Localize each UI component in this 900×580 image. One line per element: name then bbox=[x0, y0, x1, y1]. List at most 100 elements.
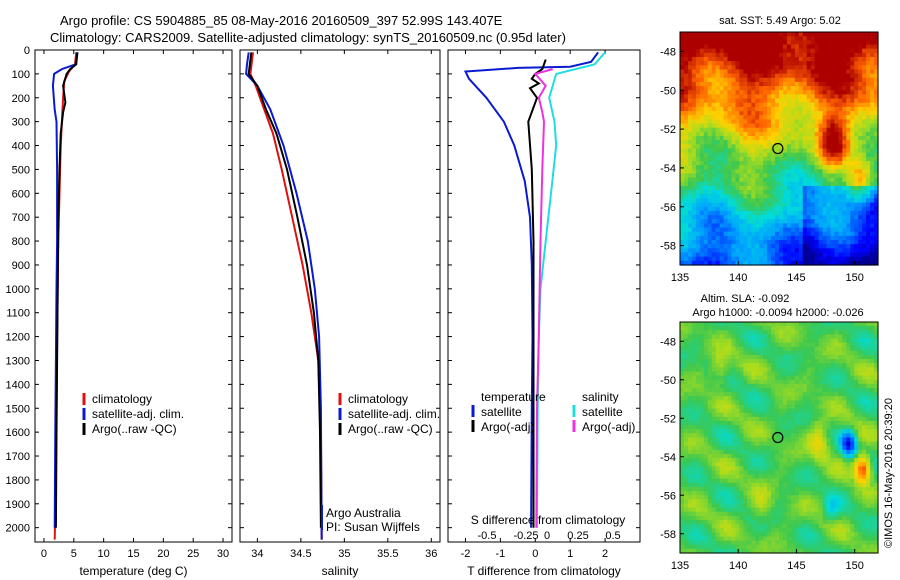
map-cell bbox=[810, 32, 816, 37]
map-cell bbox=[711, 119, 717, 125]
map-cell bbox=[798, 240, 804, 245]
map-cell bbox=[751, 342, 756, 348]
map-cell bbox=[771, 123, 776, 129]
map-cell bbox=[874, 408, 879, 414]
map-cell bbox=[707, 86, 713, 91]
map-cell bbox=[846, 379, 851, 385]
map-cell bbox=[854, 474, 859, 480]
map-cell bbox=[826, 36, 832, 41]
map-cell bbox=[751, 198, 756, 204]
map-cell bbox=[759, 425, 764, 430]
map-cell bbox=[822, 136, 828, 141]
map-cell bbox=[743, 412, 748, 418]
map-cell bbox=[830, 123, 836, 129]
map-cell bbox=[691, 152, 697, 158]
map-cell bbox=[747, 256, 752, 262]
map-cell bbox=[862, 449, 867, 455]
map-cell bbox=[798, 355, 804, 360]
map-cell bbox=[838, 231, 843, 237]
map-cell bbox=[703, 190, 709, 195]
map-cell bbox=[794, 223, 800, 229]
map-cell bbox=[707, 441, 713, 447]
map-cell bbox=[798, 210, 804, 216]
map-cell bbox=[723, 454, 729, 459]
map-cell bbox=[834, 206, 839, 212]
y-tick-label: 2000 bbox=[6, 523, 30, 535]
map-cell bbox=[779, 334, 784, 340]
map-cell bbox=[715, 454, 721, 459]
map-cell bbox=[838, 77, 843, 83]
map-cell bbox=[711, 69, 717, 75]
map-cell bbox=[771, 223, 776, 229]
map-cell bbox=[870, 165, 875, 170]
map-cell bbox=[822, 359, 828, 364]
map-cell bbox=[695, 106, 701, 112]
map-cell bbox=[846, 169, 851, 175]
map-cell bbox=[834, 123, 839, 129]
map-cell bbox=[759, 466, 764, 472]
map-cell bbox=[874, 474, 879, 480]
map-cell bbox=[707, 256, 713, 262]
map-cell bbox=[703, 371, 709, 377]
map-cell bbox=[862, 48, 867, 54]
map-cell bbox=[802, 330, 808, 335]
map-cell bbox=[814, 445, 820, 451]
map-cell bbox=[751, 235, 756, 241]
map-cell bbox=[822, 77, 828, 83]
map-cell bbox=[826, 342, 832, 348]
map-cell bbox=[826, 173, 832, 179]
map-cell bbox=[723, 425, 729, 430]
map-cell bbox=[703, 379, 709, 385]
map-cell bbox=[838, 119, 843, 125]
map-cell bbox=[870, 231, 875, 237]
map-cell bbox=[814, 98, 820, 104]
map-cell bbox=[786, 119, 792, 125]
map-cell bbox=[699, 219, 705, 224]
map-cell bbox=[818, 363, 824, 368]
map-cell bbox=[711, 210, 717, 216]
map-cell bbox=[850, 123, 855, 129]
map-cell bbox=[830, 86, 836, 91]
map-cell bbox=[834, 462, 839, 467]
map-cell bbox=[862, 86, 867, 91]
map-cell bbox=[759, 375, 764, 381]
map-cell bbox=[786, 56, 792, 62]
map-cell bbox=[703, 156, 709, 162]
map-cell bbox=[866, 144, 871, 150]
map-cell bbox=[747, 215, 752, 220]
map-cell bbox=[747, 367, 752, 373]
map-cell bbox=[739, 425, 744, 430]
map-cell bbox=[759, 408, 764, 414]
map-cell bbox=[846, 56, 851, 62]
map-cell bbox=[838, 111, 843, 116]
map-cell bbox=[842, 185, 847, 191]
map-cell bbox=[834, 227, 839, 233]
map-cell bbox=[763, 111, 768, 116]
map-cell bbox=[822, 65, 828, 71]
map-cell bbox=[846, 210, 851, 216]
map-cell bbox=[806, 359, 812, 364]
map-cell bbox=[711, 338, 717, 344]
map-cell bbox=[715, 437, 721, 443]
map-cell bbox=[759, 123, 764, 129]
map-cell bbox=[711, 244, 717, 249]
map-cell bbox=[866, 32, 871, 37]
map-cell bbox=[854, 334, 859, 340]
map-cell bbox=[850, 334, 855, 340]
map-cell bbox=[735, 69, 740, 75]
map-cell bbox=[763, 466, 768, 472]
map-cell bbox=[810, 111, 816, 116]
map-cell bbox=[806, 474, 812, 480]
map-cell bbox=[790, 240, 796, 245]
map-cell bbox=[846, 32, 851, 37]
map-cell bbox=[759, 40, 764, 46]
map-cell bbox=[874, 396, 879, 401]
map-cell bbox=[715, 148, 721, 154]
map-cell bbox=[707, 421, 713, 426]
map-cell bbox=[858, 56, 863, 62]
map-cell bbox=[862, 69, 867, 75]
map-cell bbox=[818, 90, 824, 96]
map-cell bbox=[739, 165, 744, 170]
map-cell bbox=[779, 160, 784, 166]
x-tick-label: 2 bbox=[602, 548, 608, 560]
